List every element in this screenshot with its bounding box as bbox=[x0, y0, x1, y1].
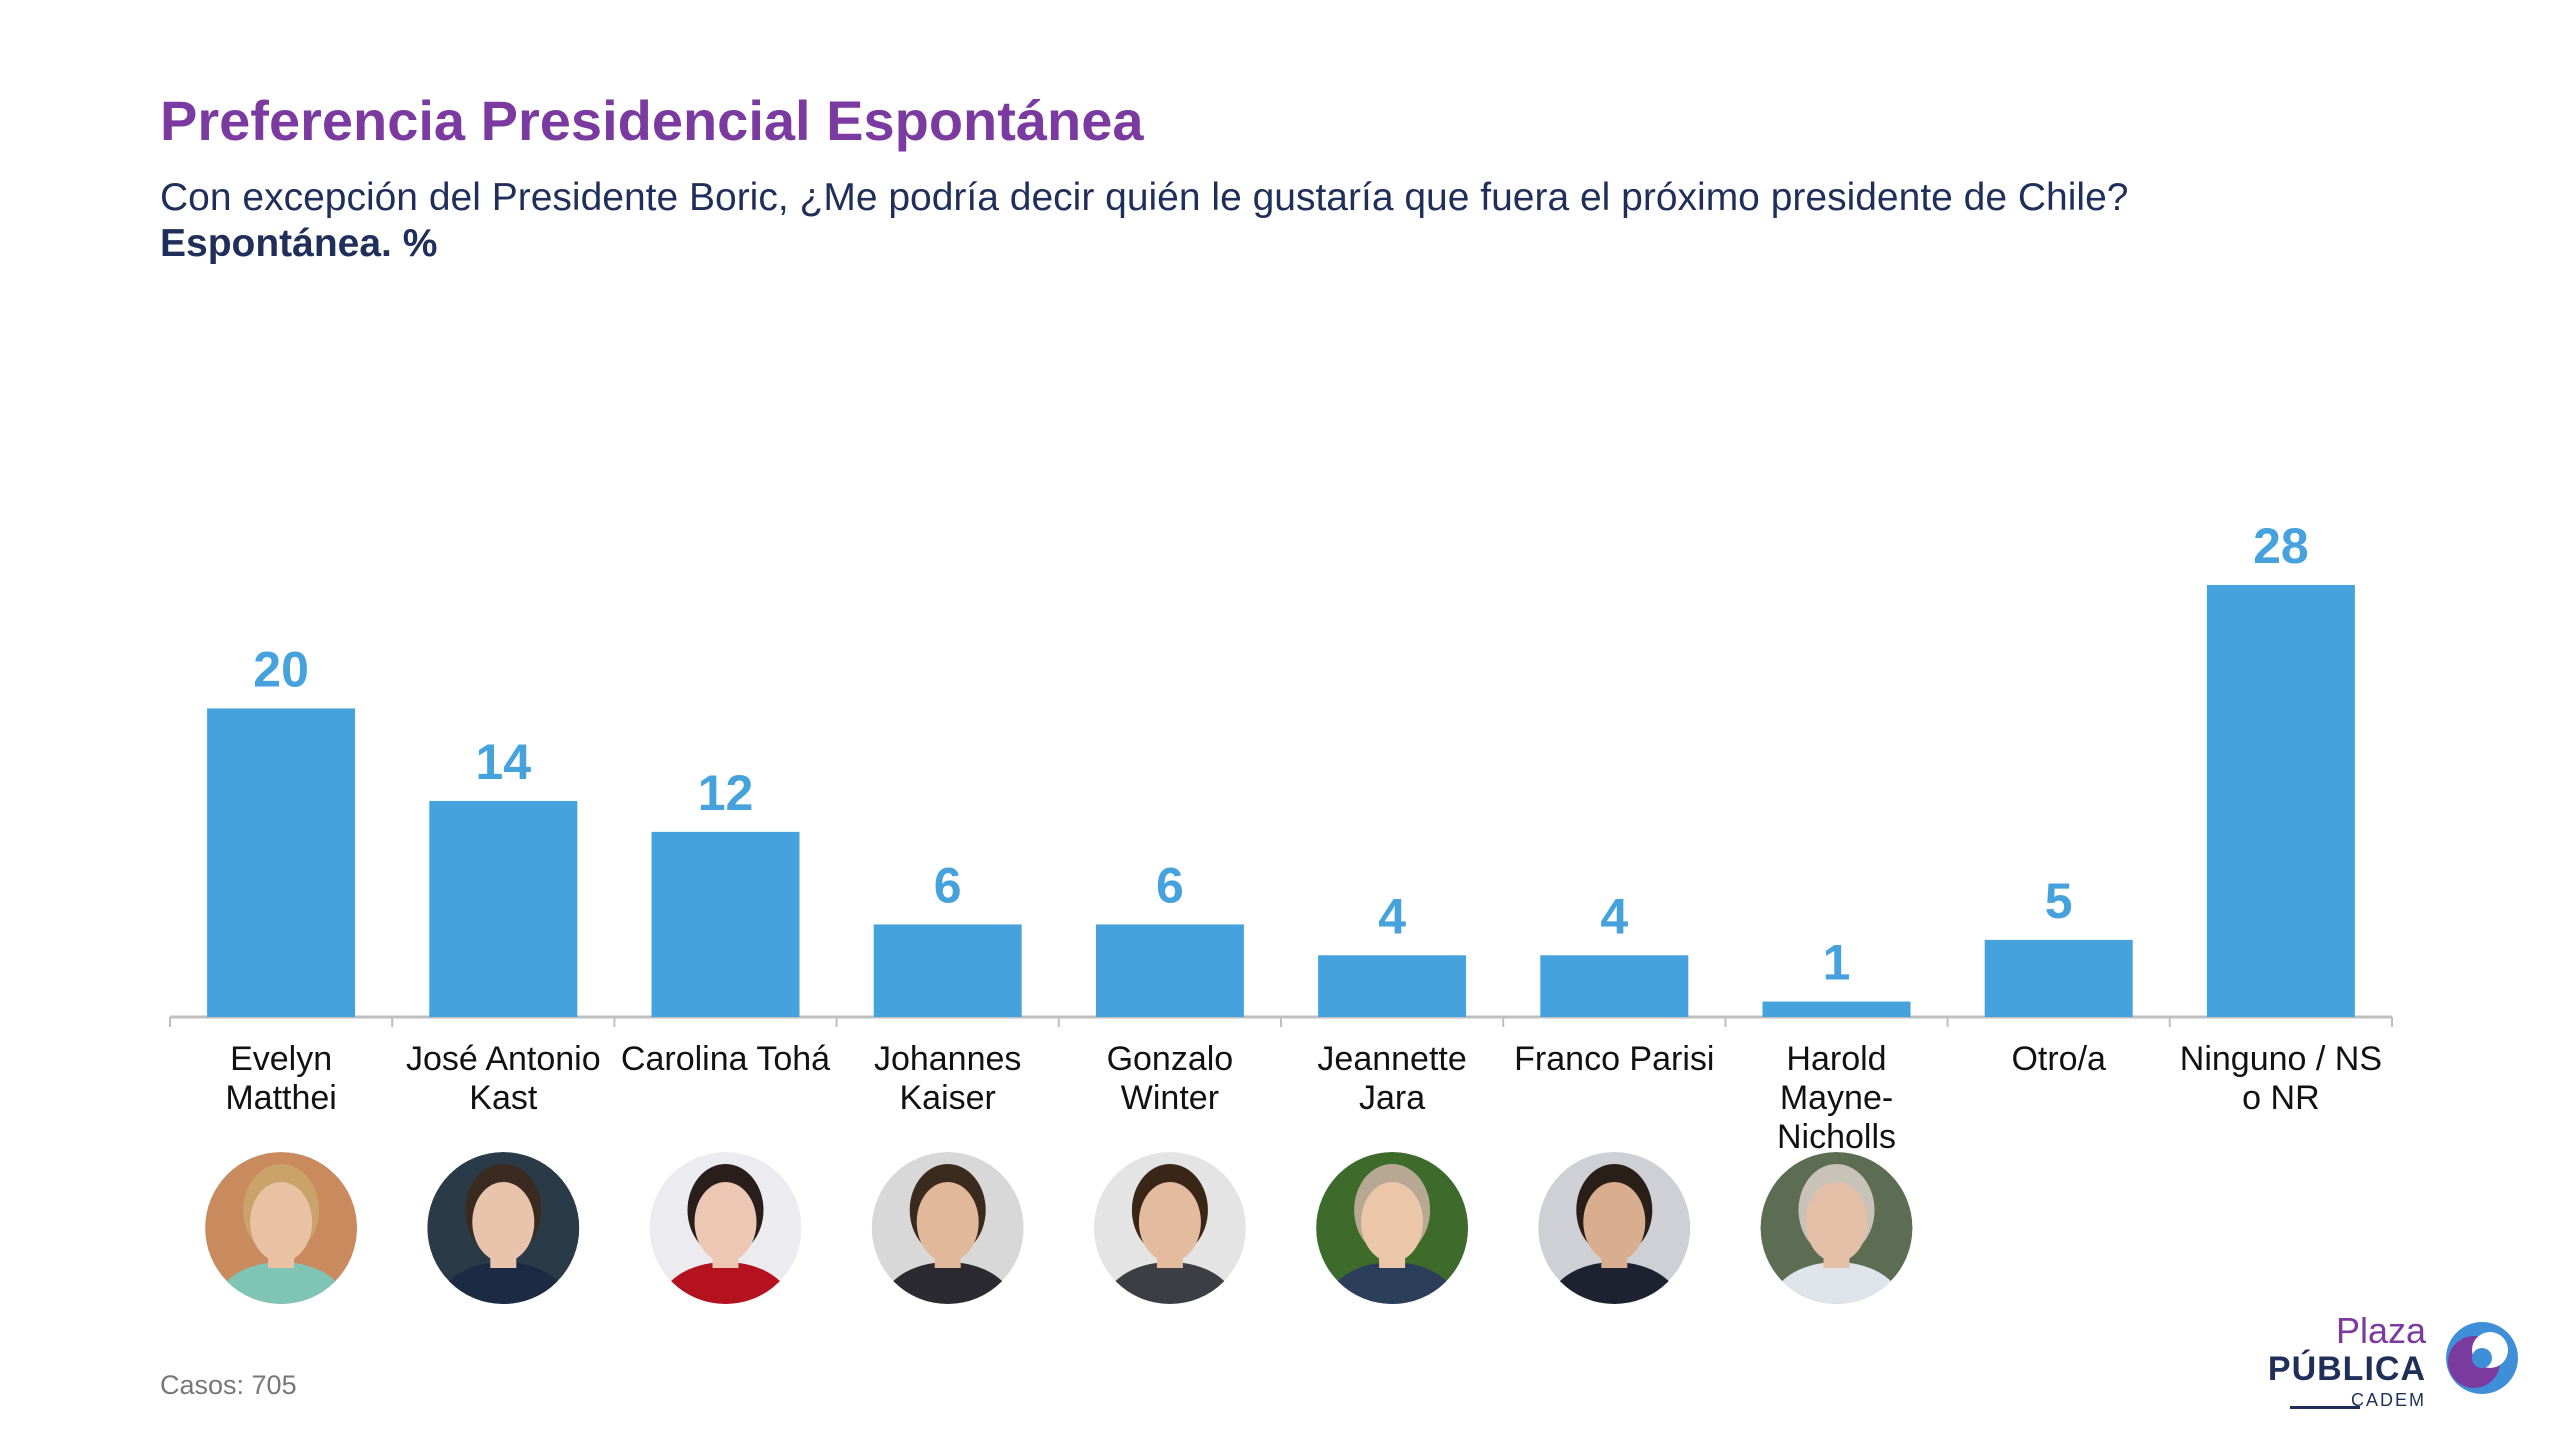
plaza-publica-cadem-logo: Plaza PÚBLICA CADEM bbox=[2267, 1310, 2530, 1410]
logo-line1: Plaza bbox=[2335, 1310, 2426, 1351]
category-label: Ninguno / NS o NR bbox=[2180, 1040, 2382, 1117]
survey-question: Con excepción del Presidente Boric, ¿Me … bbox=[160, 176, 2129, 219]
portrait-evelyn-matthei bbox=[205, 1152, 358, 1304]
category-label: Evelyn Matthei bbox=[225, 1040, 337, 1117]
category-label: Otro/a bbox=[2011, 1040, 2106, 1078]
bar bbox=[2206, 585, 2355, 1017]
bar bbox=[1984, 939, 2133, 1017]
bar bbox=[1762, 1001, 1911, 1017]
portrait-franco-parisi bbox=[1538, 1152, 1691, 1304]
portrait-gonzalo-winter bbox=[1093, 1152, 1246, 1304]
chart-title: Preferencia Presidencial Espontánea bbox=[160, 89, 1144, 152]
category-label: Johannes Kaiser bbox=[874, 1040, 1021, 1117]
category-label: Carolina Tohá bbox=[621, 1040, 830, 1078]
portrait-carolina-toha bbox=[649, 1152, 802, 1304]
portrait-jose-antonio-kast bbox=[427, 1152, 580, 1304]
category-label: Jeannette Jara bbox=[1317, 1040, 1466, 1117]
data-label: 4 bbox=[1378, 888, 1406, 944]
cases-note: Casos: 705 bbox=[160, 1370, 297, 1400]
data-label: 4 bbox=[1600, 888, 1628, 944]
unit-label: Espontánea. % bbox=[160, 222, 438, 265]
bar bbox=[429, 801, 578, 1017]
category-label: Franco Parisi bbox=[1514, 1040, 1714, 1078]
portrait-johannes-kaiser bbox=[871, 1152, 1024, 1304]
data-label: 20 bbox=[253, 641, 309, 697]
bar bbox=[873, 924, 1022, 1017]
data-label: 6 bbox=[934, 857, 962, 913]
category-label: José Antonio Kast bbox=[406, 1040, 601, 1117]
data-label: 6 bbox=[1156, 857, 1184, 913]
logo-underline bbox=[2290, 1406, 2360, 1409]
bar bbox=[1318, 955, 1467, 1017]
logo-swirl-icon bbox=[2446, 1322, 2518, 1394]
data-label: 1 bbox=[1823, 935, 1851, 991]
data-label: 14 bbox=[475, 734, 531, 790]
data-label: 28 bbox=[2253, 518, 2309, 574]
category-label: Gonzalo Winter bbox=[1107, 1040, 1234, 1117]
bar bbox=[1095, 924, 1244, 1017]
portrait-jeannette-jara bbox=[1316, 1152, 1469, 1304]
bar bbox=[1540, 955, 1689, 1017]
category-label: Harold Mayne-Nicholls bbox=[1777, 1040, 1896, 1156]
data-label: 5 bbox=[2045, 873, 2073, 929]
bar bbox=[207, 708, 356, 1017]
portrait-harold-mayne-nicholls bbox=[1760, 1152, 1913, 1304]
data-label: 12 bbox=[698, 765, 754, 821]
logo-line3: CADEM bbox=[2350, 1390, 2426, 1410]
logo-line2: PÚBLICA bbox=[2267, 1350, 2426, 1388]
bar bbox=[651, 831, 800, 1017]
